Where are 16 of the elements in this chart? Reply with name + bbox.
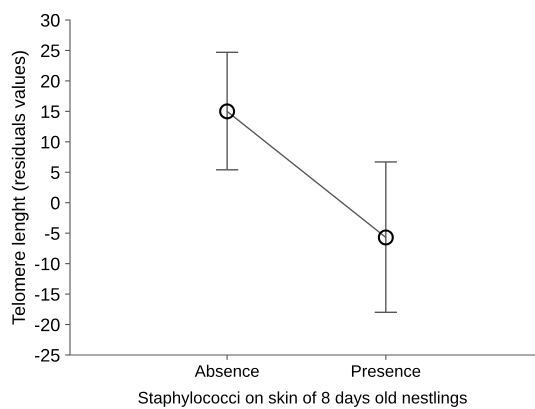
y-tick-label: 30 bbox=[40, 14, 60, 27]
y-tick-label: -15 bbox=[34, 288, 60, 301]
y-tick-label: -10 bbox=[34, 258, 60, 270]
y-tick-label: 0 bbox=[50, 196, 60, 210]
x-tick-label: Absence bbox=[194, 364, 259, 377]
x-axis-title: Staphylococci on skin of 8 days old nestlings bbox=[138, 391, 467, 407]
y-tick-label: -5 bbox=[45, 227, 60, 240]
y-tick-label: -25 bbox=[34, 348, 60, 362]
y-tick-label: 10 bbox=[42, 136, 60, 149]
y-axis-title: Telomere lenght (residuals values) bbox=[12, 51, 29, 325]
y-tick-label: -20 bbox=[34, 318, 60, 332]
y-tick-label: 25 bbox=[41, 44, 60, 58]
y-tick-label: 20 bbox=[41, 74, 60, 88]
x-tick-label: Presence bbox=[352, 365, 420, 377]
y-tick-label: 15 bbox=[42, 105, 60, 118]
y-tick-label: 5 bbox=[50, 166, 60, 179]
